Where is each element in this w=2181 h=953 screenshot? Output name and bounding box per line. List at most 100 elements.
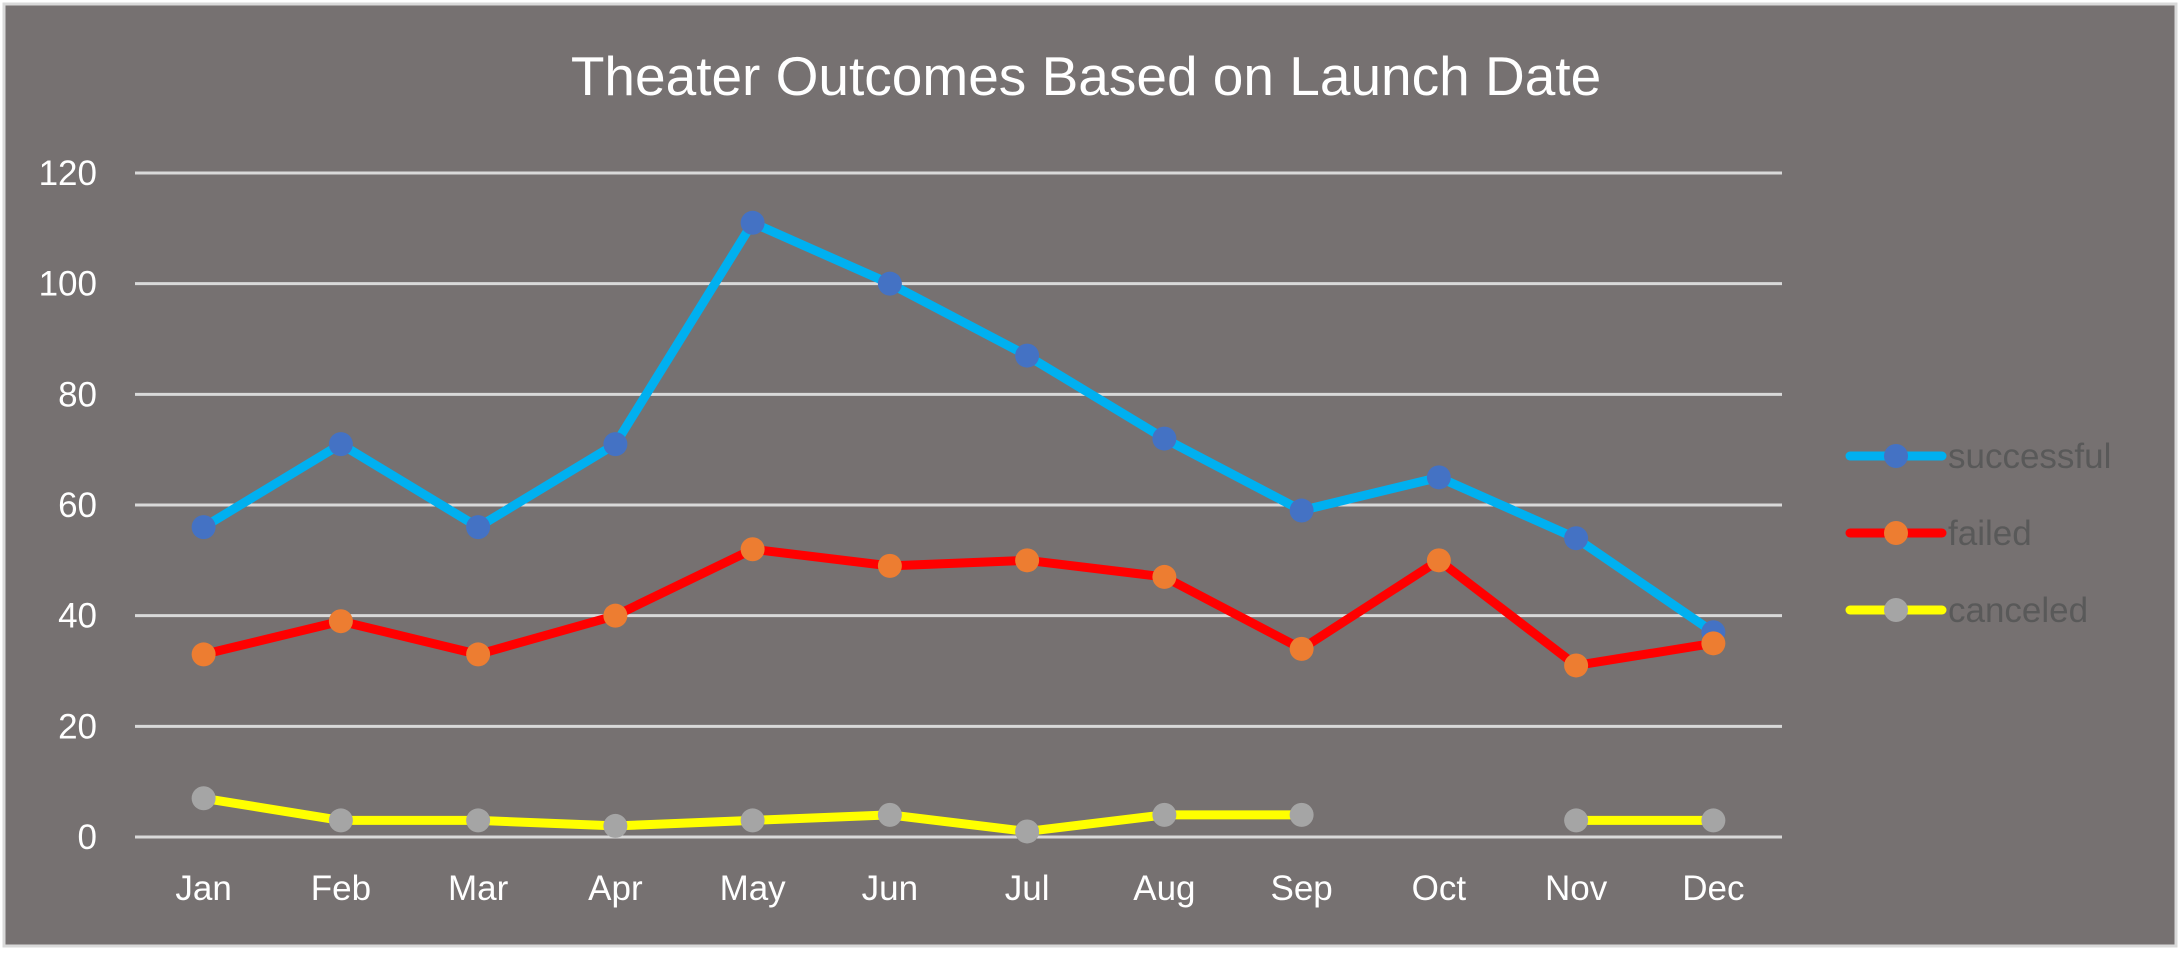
data-point (1152, 564, 1177, 589)
series-line-segment (1159, 434, 1307, 516)
data-point (1289, 498, 1314, 523)
data-point (877, 271, 902, 296)
legend: successful failed canceled (1845, 437, 2111, 630)
series-line-segment (748, 810, 895, 825)
series-failed (191, 537, 1726, 678)
data-point (1701, 808, 1726, 833)
legend-label: canceled (1948, 591, 2088, 630)
data-point (1152, 802, 1177, 827)
data-point (740, 808, 765, 833)
data-point (1015, 343, 1040, 368)
gridlines (135, 171, 1782, 839)
data-point (740, 537, 765, 562)
data-point (191, 786, 216, 811)
series-line-segment (1297, 472, 1444, 516)
y-tick-label: 80 (58, 375, 97, 414)
series-line-segment (610, 544, 758, 621)
data-point (466, 515, 491, 540)
series-canceled (191, 786, 1726, 844)
x-tick-label: Dec (1682, 869, 1744, 908)
legend-label: failed (1948, 514, 2032, 553)
legend-item: successful (1845, 437, 2111, 476)
data-point (328, 432, 353, 457)
legend-marker (1884, 521, 1908, 545)
legend-marker (1884, 444, 1908, 468)
series-line-segment (1022, 351, 1169, 444)
x-tick-label: Nov (1545, 869, 1608, 908)
data-point (603, 432, 628, 457)
x-tick-label: Jan (175, 869, 231, 908)
series-line-segment (610, 815, 758, 831)
series-line-segment (1571, 533, 1718, 637)
y-tick-label: 20 (58, 707, 97, 746)
data-point (877, 802, 902, 827)
data-point (1701, 631, 1726, 656)
series-line-segment (199, 439, 346, 532)
data-point (1152, 426, 1177, 451)
series-line-segment (473, 439, 620, 532)
data-point (466, 642, 491, 667)
series-successful (191, 210, 1726, 645)
data-point (1564, 653, 1589, 678)
y-tick-label: 120 (39, 154, 97, 193)
series-line-segment (1022, 555, 1169, 582)
data-point (603, 813, 628, 838)
series-line-segment (748, 544, 895, 571)
chart-title: Theater Outcomes Based on Launch Date (571, 45, 1601, 107)
series-line-segment (1022, 810, 1169, 836)
data-point (1015, 548, 1040, 573)
x-tick-label: May (720, 869, 787, 908)
series-line-segment (473, 815, 620, 831)
series-line-segment (1434, 555, 1581, 670)
data-point (1015, 819, 1040, 844)
x-tick-label: Aug (1133, 869, 1195, 908)
series-lines (191, 210, 1726, 844)
legend-item: canceled (1845, 591, 2088, 630)
data-point (328, 808, 353, 833)
data-point (191, 515, 216, 540)
legend-label: successful (1948, 437, 2111, 476)
series-line-segment (1297, 555, 1444, 654)
y-tick-label: 0 (78, 818, 97, 857)
x-tick-label: Sep (1270, 869, 1332, 908)
series-line-segment (473, 611, 620, 659)
series-line-segment (885, 279, 1032, 361)
y-tick-label: 60 (58, 486, 97, 525)
y-tick-label: 100 (39, 265, 97, 304)
x-tick-label: Apr (588, 869, 643, 908)
x-tick-label: Mar (448, 869, 509, 908)
series-line-segment (1434, 472, 1581, 543)
series-line-segment (199, 616, 346, 659)
series-line-segment (336, 439, 483, 532)
series-line-segment (885, 810, 1032, 836)
y-tick-label: 40 (58, 597, 97, 636)
data-point (466, 808, 491, 833)
series-line-segment (199, 793, 346, 825)
data-point (603, 603, 628, 628)
x-axis-tick-labels: Jan Feb Mar Apr May Jun Jul Aug Sep Oct Nov Dec (175, 869, 1744, 908)
data-point (1289, 636, 1314, 661)
data-point (877, 553, 902, 578)
x-tick-label: Jul (1005, 869, 1050, 908)
x-tick-label: Feb (311, 869, 371, 908)
data-point (1564, 526, 1589, 551)
series-line-segment (336, 616, 483, 659)
series-line-segment (610, 218, 758, 449)
legend-item: failed (1845, 514, 2032, 553)
series-line-segment (1159, 572, 1307, 654)
data-point (191, 642, 216, 667)
series-line-segment (885, 555, 1032, 571)
data-point (328, 609, 353, 634)
series-line-segment (748, 218, 895, 289)
data-point (1564, 808, 1589, 833)
legend-marker (1884, 598, 1908, 622)
x-tick-label: Oct (1412, 869, 1467, 908)
data-point (1426, 548, 1451, 573)
data-point (1289, 802, 1314, 827)
x-tick-label: Jun (862, 869, 918, 908)
data-point (740, 210, 765, 235)
data-point (1426, 465, 1451, 490)
